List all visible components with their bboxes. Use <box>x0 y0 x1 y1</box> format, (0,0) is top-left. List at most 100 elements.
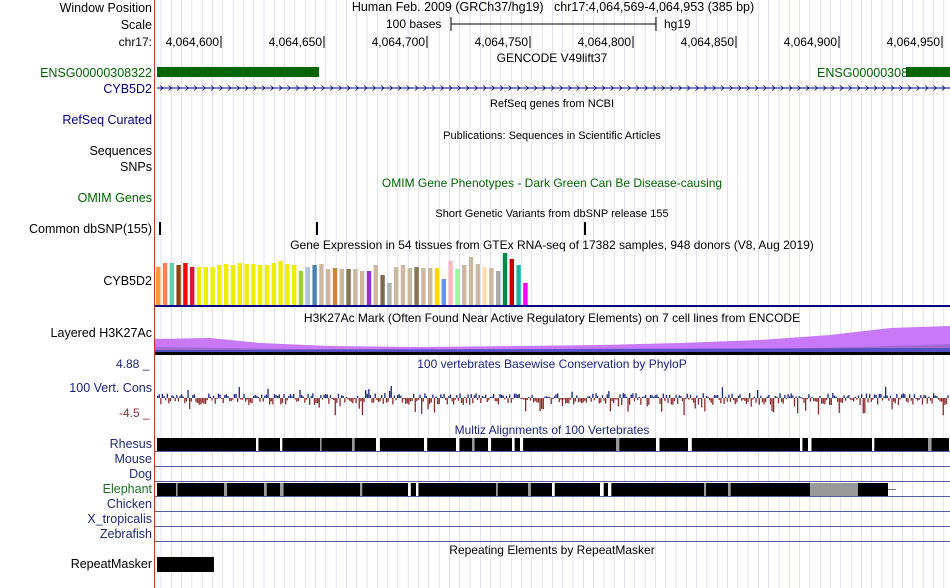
species-mouse[interactable]: Mouse <box>114 452 152 466</box>
phylop-pos <box>833 395 836 398</box>
phylop-neg <box>859 398 861 405</box>
sequences-label[interactable]: Sequences <box>89 144 152 158</box>
gene1-feature[interactable] <box>157 67 319 77</box>
phylop-pos <box>657 396 660 398</box>
alignment-gap <box>376 438 380 451</box>
phylop-neg <box>477 398 479 400</box>
phylop-pos <box>705 395 708 398</box>
phylop-neg <box>633 398 636 402</box>
phylop-neg <box>598 398 600 404</box>
phylop-pos <box>441 396 444 398</box>
phylop-neg <box>585 398 588 403</box>
phylop-pos <box>630 394 632 398</box>
phylop-neg <box>453 398 455 405</box>
phylop-pos <box>256 395 258 398</box>
phylop-neg <box>853 398 855 402</box>
phylop-pos <box>883 396 885 398</box>
phylop-neg <box>296 398 298 402</box>
gene2-label[interactable]: ENSG00000308342 <box>817 66 929 80</box>
strand-arrow <box>882 85 887 91</box>
gtex-bar <box>224 264 229 305</box>
phylop-pos <box>553 396 556 398</box>
omim-label[interactable]: OMIM Genes <box>77 191 152 205</box>
species-zebrafish[interactable]: Zebrafish <box>99 527 152 541</box>
gtex-bar <box>434 268 440 305</box>
phylop-neg <box>685 398 687 400</box>
phylop-label[interactable]: 100 Vert. Cons <box>69 381 152 395</box>
dbsnp-label[interactable]: Common dbSNP(155) <box>29 222 152 236</box>
refseq-label[interactable]: RefSeq Curated <box>62 113 152 127</box>
phylop-neg <box>782 398 784 404</box>
phylop-neg <box>462 398 464 405</box>
phylop-neg <box>837 398 839 402</box>
phylop-neg <box>526 398 528 400</box>
phylop-neg <box>504 398 506 400</box>
phylop-neg <box>451 398 453 402</box>
phylop-neg <box>304 398 306 403</box>
phylop-pos <box>645 394 647 398</box>
strand-arrow <box>601 85 606 91</box>
cyb5d2-track-label[interactable]: CYB5D2 <box>103 82 152 96</box>
species-elephant[interactable]: Elephant <box>102 482 152 496</box>
phylop-neg <box>361 398 364 415</box>
gtex-bar <box>332 268 338 305</box>
phylop-pos <box>857 395 860 398</box>
phylop-pos <box>425 396 428 398</box>
species-rhesus[interactable]: Rhesus <box>109 437 152 451</box>
phylop-neg <box>222 398 224 403</box>
gtex-bar <box>264 265 270 305</box>
repeat-label[interactable]: RepeatMasker <box>70 557 152 571</box>
alignment-gap <box>224 483 228 496</box>
species-xtropicalis[interactable]: X_tropicalis <box>87 512 152 526</box>
phylop-pos <box>448 396 450 398</box>
phylop-pos <box>757 390 759 398</box>
strand-arrow <box>159 85 164 91</box>
phylop-pos <box>432 394 434 398</box>
species-dog[interactable]: Dog <box>129 467 152 481</box>
phylop-pos <box>299 390 301 398</box>
phylop-pos <box>544 396 546 398</box>
species-chicken[interactable]: Chicken <box>106 497 152 511</box>
phylop-neg <box>377 398 380 402</box>
omim-title: OMIM Gene Phenotypes - Dark Green Can Be… <box>381 176 723 190</box>
strand-arrow <box>227 85 232 91</box>
phylop-neg <box>816 398 818 402</box>
h3k27ac-label[interactable]: Layered H3K27Ac <box>50 326 152 340</box>
phylop-neg <box>205 398 207 404</box>
phylop-pos <box>625 396 628 398</box>
strand-arrow <box>168 85 173 91</box>
publications-title: Publications: Sequences in Scientific Ar… <box>443 130 661 142</box>
phylop-neg <box>568 398 570 404</box>
strand-arrow <box>406 85 411 91</box>
phylop-pos <box>622 393 624 398</box>
phylop-pos <box>312 393 314 398</box>
gene2-feature[interactable] <box>906 67 950 77</box>
strand-arrow <box>729 85 734 91</box>
chrom-label: chr17: <box>118 35 152 49</box>
phylop-pos <box>456 395 458 398</box>
phylop-pos <box>513 393 516 398</box>
phylop-neg <box>905 398 908 402</box>
strand-arrow <box>431 85 436 91</box>
snps-label[interactable]: SNPs <box>120 160 152 174</box>
phylop-pos <box>557 393 559 398</box>
phylop-pos <box>689 394 692 398</box>
phylop-pos <box>909 394 911 398</box>
phylop-neg <box>406 398 408 404</box>
strand-arrow <box>193 85 198 91</box>
repeat-element[interactable] <box>157 557 214 572</box>
phylop-pos <box>933 393 935 398</box>
gtex-bar <box>210 267 215 305</box>
phylop-neg <box>211 398 213 401</box>
phylop-neg <box>672 398 674 405</box>
gene1-label[interactable]: ENSG00000308322 <box>40 66 152 80</box>
phylop-pos <box>326 394 328 398</box>
gtex-bar <box>421 268 426 305</box>
phylop-neg <box>824 398 826 405</box>
phylop-pos <box>597 396 599 398</box>
phylop-pos <box>213 395 215 398</box>
gtex-label[interactable]: CYB5D2 <box>103 274 152 288</box>
phylop-neg <box>629 398 631 405</box>
strand-arrow <box>397 85 402 91</box>
phylop-neg <box>944 398 946 405</box>
